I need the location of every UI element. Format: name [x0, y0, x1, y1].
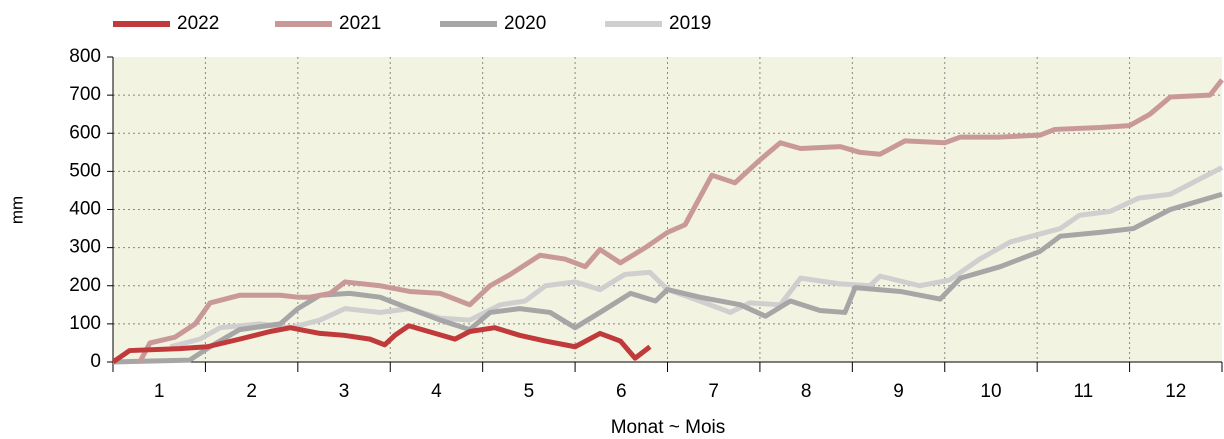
legend-label: 2019 [669, 13, 711, 34]
legend-label: 2022 [177, 13, 219, 34]
x-tick-label: 4 [431, 381, 442, 402]
x-axis-label: Monat ~ Mois [611, 417, 726, 438]
y-tick-label: 100 [69, 313, 101, 334]
legend-label: 2021 [339, 13, 381, 34]
x-tick-label: 6 [616, 381, 627, 402]
x-tick-label: 11 [1074, 381, 1094, 402]
y-tick-label: 600 [69, 122, 101, 143]
x-tick-label: 9 [893, 381, 904, 402]
x-tick-label: 1 [154, 381, 165, 402]
x-tick-label: 3 [339, 381, 350, 402]
y-axis-label: mm [7, 196, 26, 224]
x-tick-label: 12 [1165, 381, 1186, 402]
y-tick-label: 0 [90, 351, 101, 372]
x-tick-label: 10 [980, 381, 1001, 402]
x-tick-label: 8 [801, 381, 812, 402]
x-tick-label: 7 [708, 381, 719, 402]
x-tick-label: 2 [246, 381, 257, 402]
y-tick-label: 800 [69, 46, 101, 67]
series-line [137, 78, 1224, 364]
y-tick-label: 400 [69, 199, 101, 220]
series-line [111, 323, 652, 365]
x-tick-label: 5 [524, 381, 535, 402]
legend-label: 2020 [504, 13, 546, 34]
y-tick-label: 200 [69, 275, 101, 296]
y-tick-label: 500 [69, 160, 101, 181]
y-tick-label: 700 [69, 84, 101, 105]
y-tick-label: 300 [69, 237, 101, 258]
